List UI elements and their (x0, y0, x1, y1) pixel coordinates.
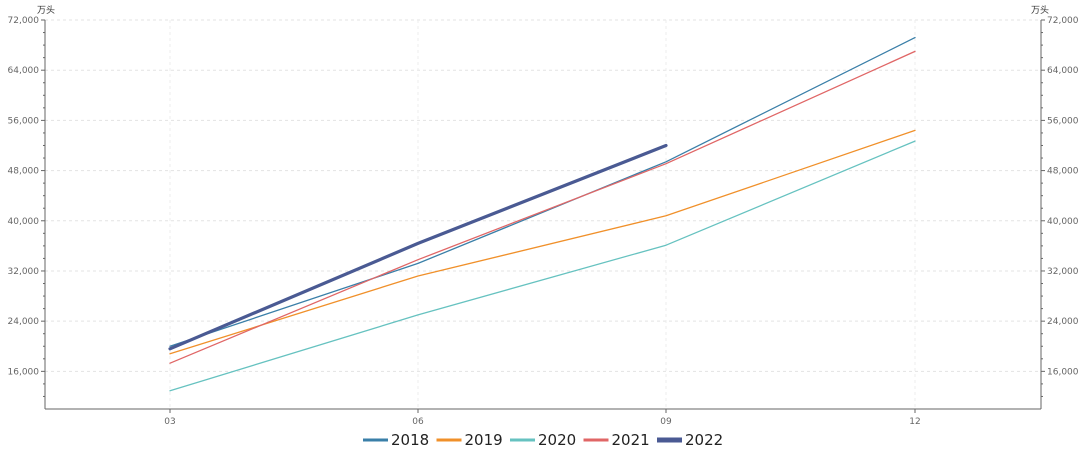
legend-label: 2022 (685, 431, 723, 449)
legend-item-2021[interactable]: 2021 (583, 431, 650, 449)
series-line-2022[interactable] (168, 143, 668, 351)
series-line-2020[interactable] (169, 140, 916, 392)
left-y-tick-label: 40,000 (8, 217, 40, 227)
series-line-2021[interactable] (169, 50, 916, 364)
right-y-tick-label: 56,000 (1047, 116, 1079, 126)
legend-item-2019[interactable]: 2019 (436, 431, 503, 449)
x-tick-label: 12 (909, 417, 920, 427)
x-tick-label: 03 (164, 417, 175, 427)
legend-label: 2021 (612, 431, 650, 449)
x-tick-label: 09 (660, 417, 672, 427)
series-line-2019[interactable] (169, 129, 916, 355)
left-y-tick-label: 64,000 (8, 66, 40, 76)
right-y-tick-label: 72,000 (1047, 16, 1079, 26)
x-tick-label: 06 (412, 417, 424, 427)
right-y-tick-label: 40,000 (1047, 217, 1079, 227)
right-y-tick-label: 48,000 (1047, 167, 1079, 177)
left-y-tick-label: 72,000 (8, 16, 40, 26)
left-y-tick-label: 48,000 (8, 167, 40, 177)
legend-label: 2020 (538, 431, 576, 449)
left-unit-label: 万头 (37, 5, 55, 16)
right-y-tick-label: 32,000 (1047, 267, 1079, 277)
left-y-tick-label: 16,000 (8, 367, 40, 377)
right-y-tick-label: 16,000 (1047, 367, 1079, 377)
series-lines (168, 36, 916, 392)
legend[interactable]: 2018 2019 2020 2021 2022 (363, 431, 723, 449)
tick-labels: 16,000 16,000 24,000 24,000 32,000 32,000 40,0… (8, 16, 1079, 427)
left-y-tick-label: 24,000 (8, 317, 40, 327)
right-y-tick-label: 24,000 (1047, 317, 1079, 327)
gridlines (45, 19, 1041, 409)
legend-item-2022[interactable]: 2022 (657, 431, 723, 449)
series-line-2018[interactable] (169, 36, 916, 347)
left-y-tick-label: 56,000 (8, 116, 40, 126)
right-y-tick-label: 64,000 (1047, 66, 1079, 76)
legend-item-2020[interactable]: 2020 (510, 431, 576, 449)
right-unit-label: 万头 (1031, 5, 1049, 16)
axes: 万头 万头 (37, 5, 1049, 413)
legend-label: 2018 (391, 431, 429, 449)
left-y-tick-label: 32,000 (8, 267, 40, 277)
legend-label: 2019 (465, 431, 503, 449)
legend-item-2018[interactable]: 2018 (363, 431, 429, 449)
